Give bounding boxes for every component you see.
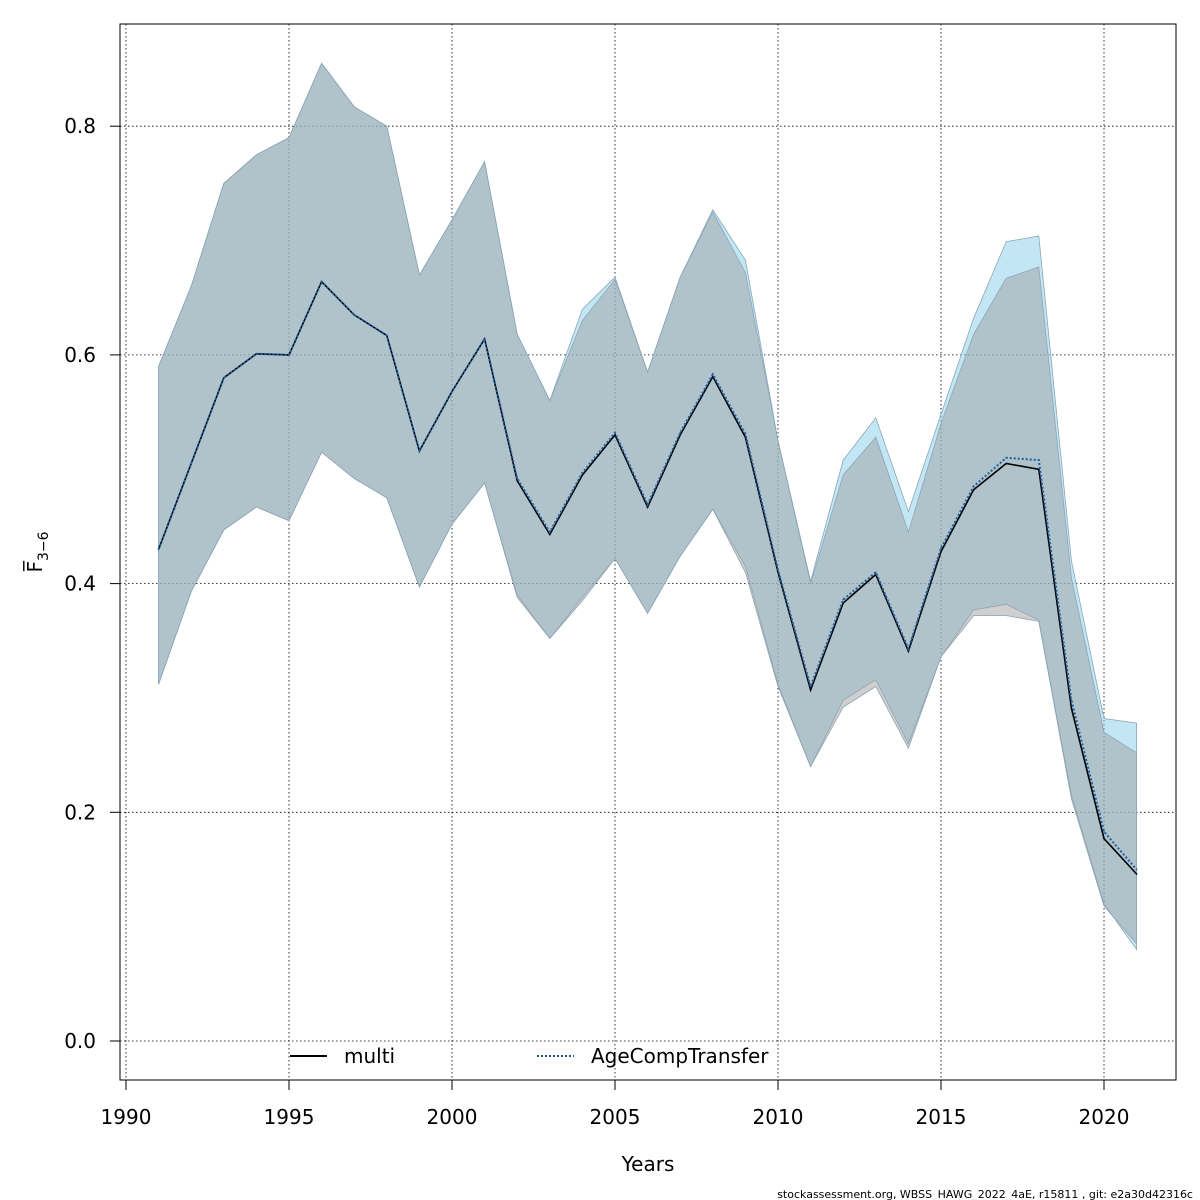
point-AgeCompTransfer <box>451 390 453 393</box>
point-AgeCompTransfer <box>320 280 323 283</box>
point-AgeCompTransfer <box>1005 457 1007 459</box>
point-multi <box>1103 837 1105 840</box>
x-tick-label: 2020 <box>1079 1105 1130 1129</box>
point-AgeCompTransfer <box>581 471 584 474</box>
point-AgeCompTransfer <box>712 373 714 376</box>
series-lines <box>157 279 1138 875</box>
y-tick-label: 0.6 <box>64 343 96 367</box>
point-AgeCompTransfer <box>1135 868 1138 871</box>
x-tick-label: 2005 <box>590 1105 641 1129</box>
point-AgeCompTransfer <box>190 462 192 465</box>
point-multi <box>1070 707 1073 710</box>
footer-credit: stockassessment.org, WBSS_HAWG_2022_4aE,… <box>777 1188 1193 1200</box>
point-AgeCompTransfer <box>842 598 844 601</box>
x-tick-label: 1995 <box>264 1105 315 1129</box>
x-axis-title: Years <box>621 1152 675 1176</box>
point-AgeCompTransfer <box>1070 699 1073 702</box>
point-AgeCompTransfer <box>516 477 518 480</box>
point-AgeCompTransfer <box>972 485 975 488</box>
y-axis-title-symbol: F̅ <box>22 560 47 573</box>
point-multi <box>549 533 551 536</box>
point-multi <box>1005 462 1007 465</box>
point-AgeCompTransfer <box>875 571 877 573</box>
x-tick-label: 1990 <box>101 1105 152 1129</box>
point-multi <box>614 434 616 436</box>
point-AgeCompTransfer <box>223 376 225 379</box>
point-AgeCompTransfer <box>483 338 486 340</box>
point-AgeCompTransfer <box>288 354 290 356</box>
point-AgeCompTransfer <box>255 352 258 355</box>
point-AgeCompTransfer <box>777 569 779 571</box>
legend: multi AgeCompTransfer <box>290 1044 769 1068</box>
point-AgeCompTransfer <box>418 450 421 452</box>
point-AgeCompTransfer <box>809 685 812 688</box>
x-tick-label: 2015 <box>916 1105 967 1129</box>
x-axis: 1990 1995 2000 2005 2010 2015 2020 <box>101 1079 1130 1129</box>
point-AgeCompTransfer <box>940 547 942 549</box>
y-tick-label: 0.4 <box>64 572 96 596</box>
x-tick-label: 2000 <box>427 1105 478 1129</box>
point-AgeCompTransfer <box>907 647 910 650</box>
point-multi <box>581 474 584 476</box>
legend-label-multi: multi <box>344 1044 395 1068</box>
point-AgeCompTransfer <box>679 431 681 434</box>
point-AgeCompTransfer <box>157 548 160 551</box>
point-AgeCompTransfer <box>646 503 649 506</box>
point-AgeCompTransfer <box>353 314 356 316</box>
y-tick-label: 0.8 <box>64 114 96 138</box>
y-tick-label: 0.2 <box>64 800 96 824</box>
point-AgeCompTransfer <box>386 334 388 337</box>
legend-label-AgeCompTransfer: AgeCompTransfer <box>591 1044 769 1068</box>
point-AgeCompTransfer <box>614 431 616 434</box>
x-tick-label: 2010 <box>753 1105 804 1129</box>
point-AgeCompTransfer <box>1038 459 1040 461</box>
point-AgeCompTransfer <box>1103 830 1105 833</box>
point-multi <box>972 489 975 491</box>
point-AgeCompTransfer <box>744 433 747 435</box>
point-multi <box>1135 873 1138 875</box>
y-axis-title: F̅3−6 <box>22 531 52 572</box>
y-axis: 0.0 0.2 0.4 0.6 0.8 <box>64 114 121 1053</box>
point-AgeCompTransfer <box>549 531 551 533</box>
point-multi <box>809 689 812 691</box>
y-tick-label: 0.0 <box>64 1029 96 1053</box>
y-axis-title-subscript: 3−6 <box>36 531 52 561</box>
